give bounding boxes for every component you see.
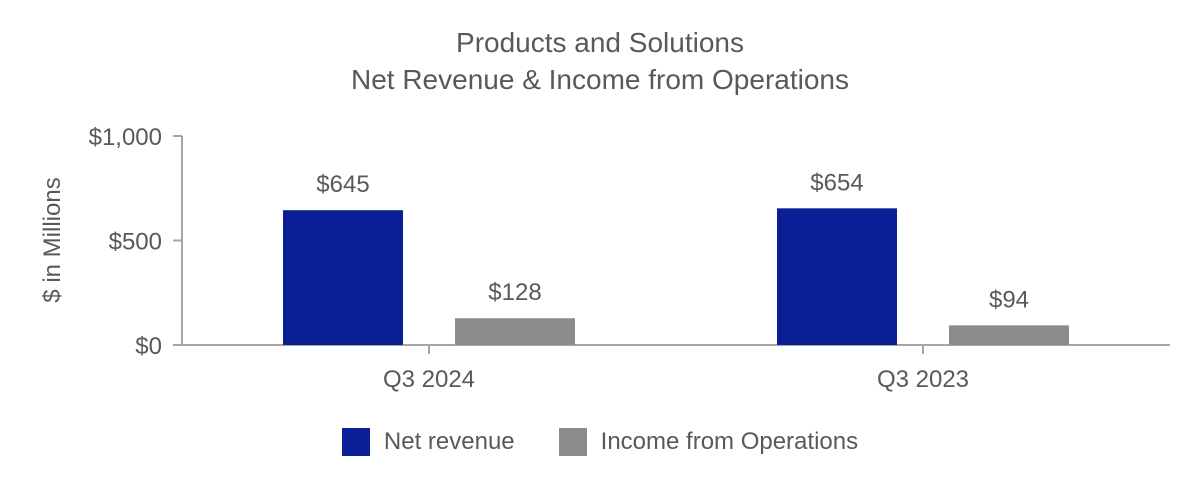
- legend-label-net-revenue: Net revenue: [383, 428, 515, 455]
- x-tick-label-q3-2023: Q3 2023: [877, 366, 969, 393]
- y-axis-title: $ in Millions: [39, 177, 66, 302]
- bar-chart: $ in Millions $0 $500 $1,000 Q3 2024 Q3 202…: [39, 124, 1170, 393]
- chart-title: Products and Solutions: [456, 27, 744, 58]
- y-tick-label: $1,000: [89, 124, 162, 151]
- bar-income-from-operations-q3-2024: [455, 318, 575, 345]
- bar-net-revenue-q3-2023: [777, 208, 897, 345]
- data-label-income-from-operations-q3-2023: $94: [989, 286, 1029, 313]
- legend-swatch-net-revenue: [341, 428, 370, 456]
- legend: Net revenue Income from Operations: [0, 428, 1200, 456]
- data-label-net-revenue-q3-2023: $654: [810, 169, 863, 196]
- legend-label-income-from-operations: Income from Operations: [600, 428, 859, 455]
- data-label-net-revenue-q3-2024: $645: [316, 171, 369, 198]
- legend-item-net-revenue: Net revenue: [341, 428, 515, 456]
- y-tick-label: $0: [135, 333, 162, 360]
- chart-subtitle: Net Revenue & Income from Operations: [350, 64, 849, 95]
- x-tick-label-q3-2024: Q3 2024: [383, 366, 475, 393]
- legend-item-income-from-operations: Income from Operations: [558, 428, 859, 456]
- bar-income-from-operations-q3-2023: [949, 325, 1069, 345]
- bar-net-revenue-q3-2024: [283, 210, 403, 345]
- legend-swatch-income-from-operations: [558, 428, 587, 456]
- data-label-income-from-operations-q3-2024: $128: [488, 279, 541, 306]
- y-tick-label: $500: [109, 229, 162, 256]
